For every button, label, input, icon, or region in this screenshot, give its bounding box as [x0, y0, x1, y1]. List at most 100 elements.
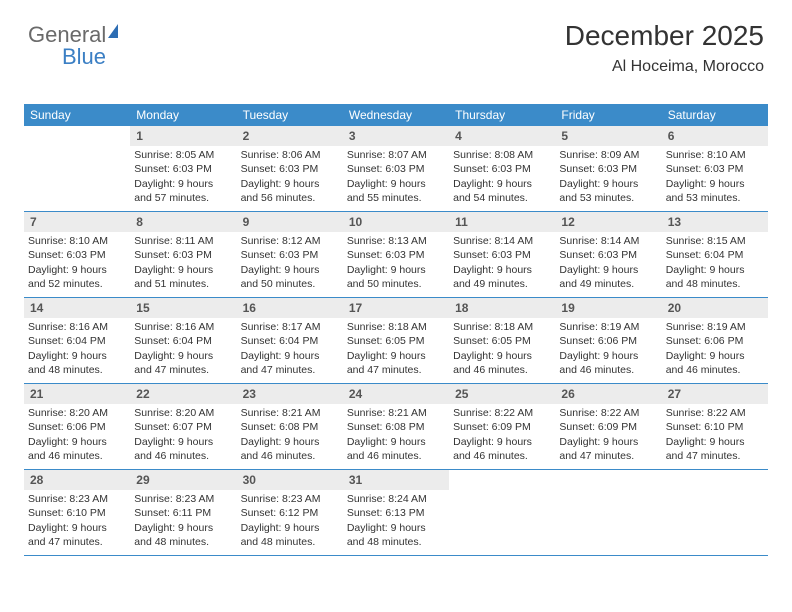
day-number [662, 470, 768, 490]
sunrise-text: Sunrise: 8:09 AM [559, 148, 657, 162]
day-cell: 30Sunrise: 8:23 AMSunset: 6:12 PMDayligh… [237, 470, 343, 555]
daylight-text: Daylight: 9 hours and 49 minutes. [453, 263, 551, 291]
sunrise-text: Sunrise: 8:24 AM [347, 492, 445, 506]
weekday-header: Friday [555, 104, 661, 126]
week-row: 7Sunrise: 8:10 AMSunset: 6:03 PMDaylight… [24, 212, 768, 298]
daylight-text: Daylight: 9 hours and 48 minutes. [241, 521, 339, 549]
day-cell: 14Sunrise: 8:16 AMSunset: 6:04 PMDayligh… [24, 298, 130, 383]
day-number: 29 [130, 470, 236, 490]
day-cell: 28Sunrise: 8:23 AMSunset: 6:10 PMDayligh… [24, 470, 130, 555]
daylight-text: Daylight: 9 hours and 50 minutes. [241, 263, 339, 291]
day-number: 2 [237, 126, 343, 146]
sunrise-text: Sunrise: 8:23 AM [134, 492, 232, 506]
sunset-text: Sunset: 6:10 PM [666, 420, 764, 434]
day-cell: 17Sunrise: 8:18 AMSunset: 6:05 PMDayligh… [343, 298, 449, 383]
day-number: 18 [449, 298, 555, 318]
daylight-text: Daylight: 9 hours and 47 minutes. [134, 349, 232, 377]
day-number: 6 [662, 126, 768, 146]
day-number: 4 [449, 126, 555, 146]
daylight-text: Daylight: 9 hours and 46 minutes. [453, 435, 551, 463]
logo-triangle-icon [108, 24, 118, 38]
week-row: 14Sunrise: 8:16 AMSunset: 6:04 PMDayligh… [24, 298, 768, 384]
day-cell: 31Sunrise: 8:24 AMSunset: 6:13 PMDayligh… [343, 470, 449, 555]
day-cell: 2Sunrise: 8:06 AMSunset: 6:03 PMDaylight… [237, 126, 343, 211]
day-number: 5 [555, 126, 661, 146]
day-number: 25 [449, 384, 555, 404]
day-cell: 4Sunrise: 8:08 AMSunset: 6:03 PMDaylight… [449, 126, 555, 211]
sunrise-text: Sunrise: 8:16 AM [134, 320, 232, 334]
sunrise-text: Sunrise: 8:20 AM [28, 406, 126, 420]
sunrise-text: Sunrise: 8:05 AM [134, 148, 232, 162]
daylight-text: Daylight: 9 hours and 47 minutes. [666, 435, 764, 463]
sunrise-text: Sunrise: 8:12 AM [241, 234, 339, 248]
day-number: 8 [130, 212, 236, 232]
day-number: 12 [555, 212, 661, 232]
day-cell: 20Sunrise: 8:19 AMSunset: 6:06 PMDayligh… [662, 298, 768, 383]
header: December 2025 Al Hoceima, Morocco [565, 20, 764, 76]
sunrise-text: Sunrise: 8:18 AM [453, 320, 551, 334]
day-number [449, 470, 555, 490]
daylight-text: Daylight: 9 hours and 54 minutes. [453, 177, 551, 205]
sunrise-text: Sunrise: 8:14 AM [559, 234, 657, 248]
day-cell: 21Sunrise: 8:20 AMSunset: 6:06 PMDayligh… [24, 384, 130, 469]
daylight-text: Daylight: 9 hours and 46 minutes. [559, 349, 657, 377]
day-number: 31 [343, 470, 449, 490]
sunrise-text: Sunrise: 8:15 AM [666, 234, 764, 248]
day-number: 30 [237, 470, 343, 490]
day-number: 27 [662, 384, 768, 404]
sunrise-text: Sunrise: 8:19 AM [559, 320, 657, 334]
day-cell: 16Sunrise: 8:17 AMSunset: 6:04 PMDayligh… [237, 298, 343, 383]
day-cell: 29Sunrise: 8:23 AMSunset: 6:11 PMDayligh… [130, 470, 236, 555]
sunrise-text: Sunrise: 8:20 AM [134, 406, 232, 420]
day-number: 11 [449, 212, 555, 232]
sunset-text: Sunset: 6:04 PM [28, 334, 126, 348]
sunset-text: Sunset: 6:03 PM [453, 162, 551, 176]
sunset-text: Sunset: 6:03 PM [559, 248, 657, 262]
sunrise-text: Sunrise: 8:22 AM [453, 406, 551, 420]
sunrise-text: Sunrise: 8:18 AM [347, 320, 445, 334]
sunset-text: Sunset: 6:09 PM [453, 420, 551, 434]
daylight-text: Daylight: 9 hours and 50 minutes. [347, 263, 445, 291]
sunset-text: Sunset: 6:03 PM [347, 248, 445, 262]
daylight-text: Daylight: 9 hours and 49 minutes. [559, 263, 657, 291]
sunset-text: Sunset: 6:03 PM [134, 248, 232, 262]
week-row: 28Sunrise: 8:23 AMSunset: 6:10 PMDayligh… [24, 470, 768, 556]
sunrise-text: Sunrise: 8:21 AM [241, 406, 339, 420]
daylight-text: Daylight: 9 hours and 47 minutes. [28, 521, 126, 549]
daylight-text: Daylight: 9 hours and 46 minutes. [28, 435, 126, 463]
sunset-text: Sunset: 6:10 PM [28, 506, 126, 520]
daylight-text: Daylight: 9 hours and 46 minutes. [666, 349, 764, 377]
day-number: 3 [343, 126, 449, 146]
sunset-text: Sunset: 6:04 PM [134, 334, 232, 348]
calendar: SundayMondayTuesdayWednesdayThursdayFrid… [24, 104, 768, 556]
sunrise-text: Sunrise: 8:22 AM [666, 406, 764, 420]
day-number: 24 [343, 384, 449, 404]
sunrise-text: Sunrise: 8:06 AM [241, 148, 339, 162]
daylight-text: Daylight: 9 hours and 46 minutes. [241, 435, 339, 463]
week-row: 21Sunrise: 8:20 AMSunset: 6:06 PMDayligh… [24, 384, 768, 470]
sunrise-text: Sunrise: 8:23 AM [28, 492, 126, 506]
day-cell [449, 470, 555, 555]
day-cell: 10Sunrise: 8:13 AMSunset: 6:03 PMDayligh… [343, 212, 449, 297]
sunset-text: Sunset: 6:05 PM [453, 334, 551, 348]
sunrise-text: Sunrise: 8:19 AM [666, 320, 764, 334]
day-number: 17 [343, 298, 449, 318]
weekday-header: Wednesday [343, 104, 449, 126]
day-cell: 23Sunrise: 8:21 AMSunset: 6:08 PMDayligh… [237, 384, 343, 469]
weekday-header: Tuesday [237, 104, 343, 126]
sunset-text: Sunset: 6:03 PM [666, 162, 764, 176]
day-number: 19 [555, 298, 661, 318]
sunset-text: Sunset: 6:06 PM [28, 420, 126, 434]
daylight-text: Daylight: 9 hours and 46 minutes. [347, 435, 445, 463]
sunrise-text: Sunrise: 8:16 AM [28, 320, 126, 334]
sunset-text: Sunset: 6:03 PM [559, 162, 657, 176]
day-cell [662, 470, 768, 555]
weekday-header: Saturday [662, 104, 768, 126]
sunrise-text: Sunrise: 8:17 AM [241, 320, 339, 334]
sunset-text: Sunset: 6:12 PM [241, 506, 339, 520]
sunset-text: Sunset: 6:03 PM [241, 162, 339, 176]
day-number: 14 [24, 298, 130, 318]
month-title: December 2025 [565, 20, 764, 52]
day-cell: 19Sunrise: 8:19 AMSunset: 6:06 PMDayligh… [555, 298, 661, 383]
location: Al Hoceima, Morocco [565, 58, 764, 76]
